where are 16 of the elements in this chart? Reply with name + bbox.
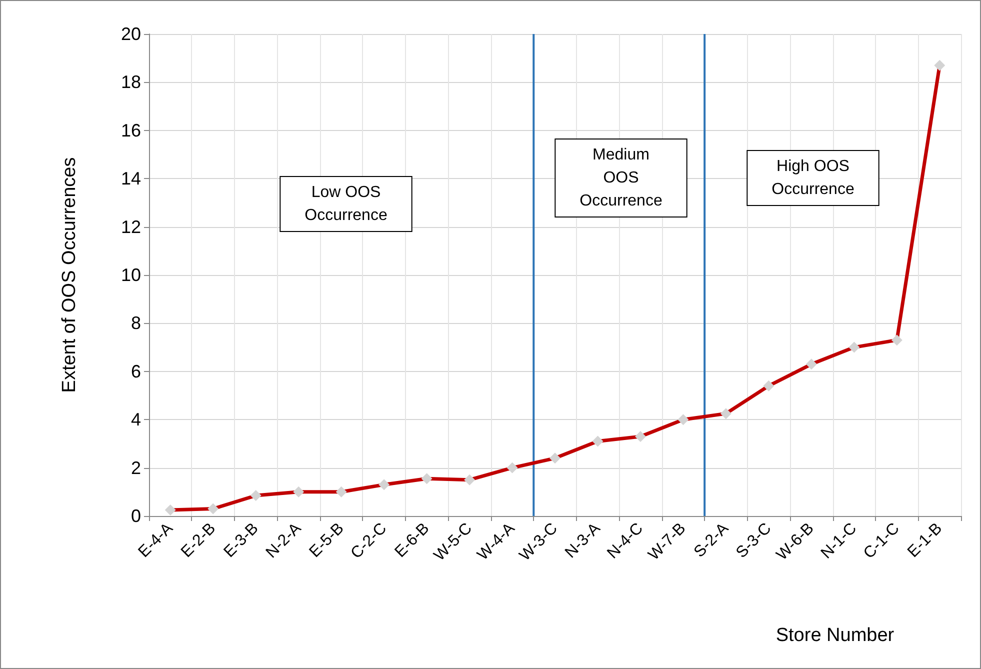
y-tick-label: 6	[130, 361, 141, 382]
x-axis-title: Store Number	[776, 625, 895, 646]
y-tick-label: 12	[120, 216, 141, 237]
y-tick-label: 20	[120, 24, 141, 44]
y-tick-label: 10	[120, 265, 141, 285]
y-axis-title: Extent of OOS Occurrences	[59, 157, 80, 393]
y-tick-label: 2	[130, 458, 141, 478]
annotation: High OOS Occurrence	[772, 158, 854, 198]
y-tick-label: 8	[130, 313, 141, 334]
y-tick-label: 0	[130, 506, 141, 526]
y-tick-label: 18	[120, 72, 141, 92]
annotation: Low OOS Occurrence	[304, 184, 388, 224]
y-tick-label: 4	[130, 410, 141, 430]
annotation: Medium OOS Occurrence	[580, 146, 662, 210]
y-tick-label: 14	[120, 168, 141, 189]
y-tick-label: 16	[120, 120, 141, 140]
